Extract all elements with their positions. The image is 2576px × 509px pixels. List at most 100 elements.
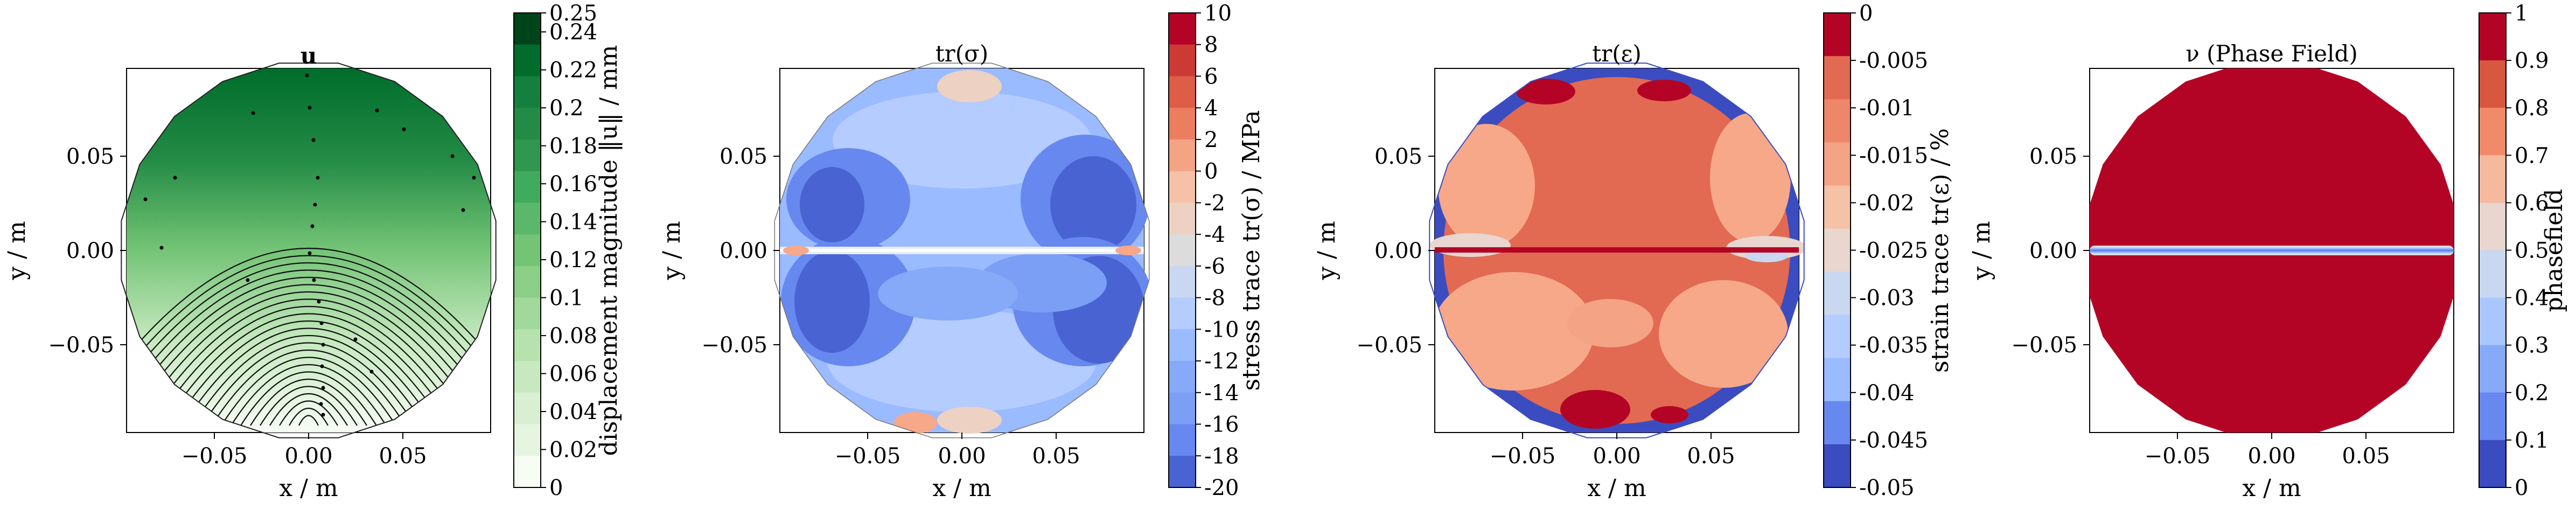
colorbar-segment bbox=[1824, 358, 1851, 402]
x-axis-label: x / m bbox=[932, 475, 991, 502]
streamline bbox=[121, 269, 496, 426]
panel-phase-field: ν (Phase Field) −0.05 0.00 0.05 x / m 0.… bbox=[1968, 1, 2568, 502]
colorbar-tick-label: -0.01 bbox=[1859, 96, 1915, 121]
colorbar-tick-label: -0.04 bbox=[1859, 381, 1915, 406]
colorbar-segment bbox=[2479, 250, 2506, 298]
colorbar-tick-label: 0.25 bbox=[549, 1, 597, 26]
colorbar-tick-label: 0.3 bbox=[2515, 333, 2549, 358]
colorbar-tick-label: 0.2 bbox=[549, 96, 584, 121]
x-axis-1: −0.05 0.00 0.05 x / m bbox=[181, 433, 427, 502]
x-axis-label: x / m bbox=[1587, 475, 1646, 502]
colorbar-tick-label: 0.08 bbox=[549, 324, 597, 348]
colorbar-tick-label: -0.035 bbox=[1859, 333, 1928, 358]
colorbar-segment bbox=[1824, 401, 1851, 445]
colorbar-segment bbox=[514, 171, 541, 203]
colorbar-segment bbox=[514, 234, 541, 267]
y-axis-label: y / m bbox=[1968, 221, 1995, 280]
colorbar-segment bbox=[1169, 424, 1196, 456]
y-tick-label: 0.00 bbox=[1374, 239, 1422, 263]
streamline bbox=[124, 284, 493, 426]
streamline bbox=[192, 334, 425, 426]
y-axis-label: y / m bbox=[1313, 221, 1341, 280]
colorbar-segment bbox=[514, 392, 541, 425]
colorbar-tick-label: 0.24 bbox=[549, 20, 597, 45]
y-tick-label: 0.00 bbox=[66, 239, 114, 263]
colorbar-tick-label: 0.12 bbox=[549, 248, 597, 273]
streamline bbox=[143, 298, 474, 426]
colorbar-segment bbox=[2479, 108, 2506, 156]
colorbar-segment bbox=[514, 108, 541, 140]
displacement-field bbox=[121, 68, 496, 433]
x-tick-label: 0.05 bbox=[1032, 444, 1080, 469]
seed-point bbox=[311, 138, 316, 142]
colorbar-tick-label: 0.18 bbox=[549, 134, 597, 159]
y-tick-label: 0.05 bbox=[2029, 144, 2077, 169]
seed-point bbox=[317, 299, 321, 304]
x-tick-label: 0.00 bbox=[284, 444, 332, 469]
domain-outline bbox=[121, 62, 497, 438]
y-tick-label: −0.05 bbox=[1356, 333, 1422, 358]
streamline-seeds bbox=[132, 73, 476, 417]
seed-point bbox=[305, 73, 309, 78]
panel-4-title: ν (Phase Field) bbox=[2186, 40, 2358, 67]
x-axis-3: −0.05 0.00 0.05 x / m bbox=[1490, 433, 1735, 502]
colorbar-tick-label: -14 bbox=[1204, 381, 1239, 406]
streamline bbox=[163, 313, 455, 426]
streamline bbox=[221, 357, 396, 426]
colorbar-segment bbox=[2479, 345, 2506, 393]
domain-outline bbox=[1429, 62, 1805, 438]
colorbar-displacement: 0.250.24 0.22 0.2 0.18 0.16 0.14 0.12 0.1 0.08 0.… bbox=[513, 1, 597, 500]
y-tick-label: 0.00 bbox=[2029, 239, 2077, 263]
colorbar-label: displacement magnitude ‖u‖ / mm bbox=[595, 45, 623, 456]
colorbar-tick-label: -2 bbox=[1204, 191, 1225, 215]
x-tick-label: 0.00 bbox=[2247, 444, 2295, 469]
colorbar-tick-label: -0.015 bbox=[1859, 143, 1928, 168]
colorbar-tick-label: 0.02 bbox=[549, 438, 597, 463]
colorbar-tick-label: 0 bbox=[1859, 1, 1873, 26]
colorbar-frame bbox=[513, 12, 541, 488]
colorbar-segment bbox=[514, 203, 541, 235]
seed-point bbox=[246, 278, 250, 282]
colorbar-segment bbox=[514, 329, 541, 361]
y-tick-label: 0.00 bbox=[720, 239, 767, 263]
colorbar-segment bbox=[1169, 13, 1196, 45]
streamlines bbox=[121, 248, 496, 426]
stress-field bbox=[780, 68, 1149, 434]
colorbar-tick-label: 0.16 bbox=[549, 172, 597, 197]
seed-point bbox=[321, 343, 325, 347]
x-tick-label: −0.05 bbox=[835, 444, 901, 469]
colorbar-tick-label: 0.8 bbox=[2515, 96, 2549, 121]
colorbar-segment bbox=[514, 266, 541, 298]
seed-point bbox=[251, 111, 255, 115]
colorbar-tick-label: 0.4 bbox=[2515, 286, 2549, 311]
colorbar-segment bbox=[1824, 185, 1851, 229]
panel-strain-trace: tr(ε) −0.05 0.00 0.05 x / m 0.05 0.00 −0… bbox=[1313, 1, 1954, 502]
streamline bbox=[289, 407, 329, 426]
streamline bbox=[172, 320, 445, 426]
colorbar-tick-label: -18 bbox=[1204, 444, 1239, 469]
x-tick-label: −0.05 bbox=[181, 444, 248, 469]
colorbar-segment bbox=[514, 424, 541, 456]
streamline bbox=[298, 415, 319, 426]
colorbar-segment bbox=[1169, 297, 1196, 330]
seed-point bbox=[369, 369, 374, 374]
seed-point bbox=[312, 278, 316, 282]
colorbar-tick-label: -0.025 bbox=[1859, 239, 1928, 263]
streamline bbox=[121, 255, 496, 426]
colorbar-tick-label: 6 bbox=[1204, 65, 1218, 89]
colorbar-segment bbox=[2479, 392, 2506, 441]
colorbar-strain: 0 -0.005 -0.01 -0.015 -0.02 -0.025 -0.03 -0.035… bbox=[1823, 1, 1928, 500]
colorbar-tick-label: 0.1 bbox=[2515, 428, 2549, 453]
colorbar-segment bbox=[1824, 56, 1851, 100]
x-axis-label: x / m bbox=[2242, 475, 2301, 502]
y-axis-label: y / m bbox=[3, 221, 31, 280]
colorbar-segment bbox=[1824, 99, 1851, 143]
streamline bbox=[279, 400, 338, 426]
colorbar-segment bbox=[2479, 203, 2506, 251]
y-tick-label: −0.05 bbox=[701, 333, 767, 358]
streamline bbox=[240, 371, 377, 426]
seed-point bbox=[143, 197, 148, 201]
colorbar-frame bbox=[1168, 12, 1196, 488]
streamline bbox=[121, 262, 496, 426]
